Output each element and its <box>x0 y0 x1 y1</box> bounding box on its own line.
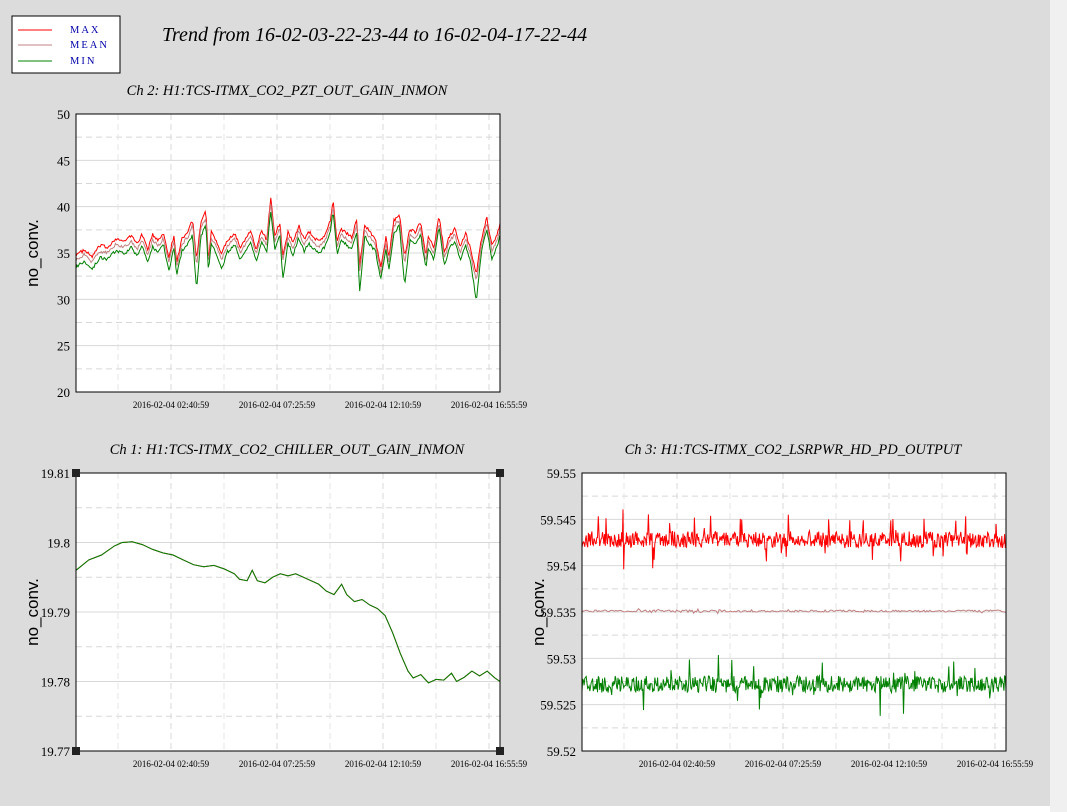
y-tick-label: 20 <box>57 385 70 400</box>
y-tick-label: 19.79 <box>41 605 70 620</box>
series-line-max <box>582 509 1006 570</box>
y-tick-label: 59.545 <box>540 512 576 527</box>
y-axis-label: no_conv. <box>23 578 42 646</box>
legend-label-max: MAX <box>70 25 101 36</box>
y-tick-label: 25 <box>57 339 70 354</box>
series-line-min <box>76 541 500 684</box>
x-tick-label: 2016-02-04 12:10:59 <box>851 759 928 769</box>
y-tick-label: 50 <box>57 107 70 122</box>
y-tick-label: 40 <box>57 200 70 215</box>
resize-handle[interactable] <box>72 747 80 755</box>
legend: MAX MEAN MIN <box>11 15 121 74</box>
resize-handle[interactable] <box>72 469 80 477</box>
y-tick-label: 59.535 <box>540 605 576 620</box>
series-line-max <box>76 197 500 273</box>
chart-title: Ch 1: H1:TCS-ITMX_CO2_CHILLER_OUT_GAIN_I… <box>110 442 466 458</box>
window-edge <box>1050 0 1067 812</box>
series-line-mean <box>582 607 1006 615</box>
plot-frame <box>75 472 501 752</box>
series-line-min <box>76 211 500 299</box>
y-tick-label: 19.81 <box>41 466 70 481</box>
series-group <box>76 197 500 299</box>
x-tick-label: 2016-02-04 12:10:59 <box>345 400 422 410</box>
chart-ch2: Ch 2: H1:TCS-ITMX_CO2_PZT_OUT_GAIN_INMON… <box>23 83 528 410</box>
x-tick-label: 2016-02-04 16:55:59 <box>957 759 1034 769</box>
trend-title: Trend from 16-02-03-22-23-44 to 16-02-04… <box>162 24 587 46</box>
y-tick-label: 59.53 <box>547 651 576 666</box>
y-tick-label: 59.55 <box>547 466 576 481</box>
x-tick-label: 2016-02-04 02:40:59 <box>639 759 716 769</box>
x-tick-label: 2016-02-04 02:40:59 <box>133 400 210 410</box>
x-tick-label: 2016-02-04 02:40:59 <box>133 759 210 769</box>
legend-label-min: MIN <box>70 56 96 67</box>
series-line-mean <box>76 203 500 280</box>
trend-window: MAX MEAN MIN Trend from 16-02-03-22-23-4… <box>0 0 1050 806</box>
y-tick-label: 19.78 <box>41 675 70 690</box>
plot-frame <box>75 113 501 393</box>
y-tick-label: 30 <box>57 292 70 307</box>
series-group <box>76 541 500 684</box>
y-tick-label: 19.77 <box>41 744 71 759</box>
y-tick-label: 19.8 <box>47 536 70 551</box>
series-line-min <box>582 654 1006 716</box>
y-axis-label: no_conv. <box>23 219 42 287</box>
chart-ch1: Ch 1: H1:TCS-ITMX_CO2_CHILLER_OUT_GAIN_I… <box>23 442 528 769</box>
x-tick-label: 2016-02-04 07:25:59 <box>239 759 316 769</box>
legend-label-mean: MEAN <box>70 40 109 51</box>
x-tick-label: 2016-02-04 07:25:59 <box>745 759 822 769</box>
resize-handle[interactable] <box>496 747 504 755</box>
grid <box>76 114 500 392</box>
series-group <box>582 509 1006 716</box>
y-tick-label: 59.52 <box>547 744 576 759</box>
y-tick-label: 45 <box>57 153 70 168</box>
x-tick-label: 2016-02-04 16:55:59 <box>451 400 528 410</box>
y-tick-label: 35 <box>57 246 70 261</box>
y-tick-label: 59.54 <box>547 559 577 574</box>
x-tick-label: 2016-02-04 12:10:59 <box>345 759 422 769</box>
trend-canvas: MAX MEAN MIN Trend from 16-02-03-22-23-4… <box>11 15 1034 769</box>
plot-frame <box>581 472 1007 752</box>
x-tick-label: 2016-02-04 07:25:59 <box>239 400 316 410</box>
resize-handle[interactable] <box>496 469 504 477</box>
grid <box>76 473 500 751</box>
x-tick-label: 2016-02-04 16:55:59 <box>451 759 528 769</box>
chart-ch3: Ch 3: H1:TCS-ITMX_CO2_LSRPWR_HD_PD_OUTPU… <box>529 442 1034 769</box>
chart-title: Ch 3: H1:TCS-ITMX_CO2_LSRPWR_HD_PD_OUTPU… <box>625 442 963 458</box>
chart-title: Ch 2: H1:TCS-ITMX_CO2_PZT_OUT_GAIN_INMON <box>127 83 449 99</box>
y-tick-label: 59.525 <box>540 698 576 713</box>
y-axis-label: no_conv. <box>529 578 548 646</box>
